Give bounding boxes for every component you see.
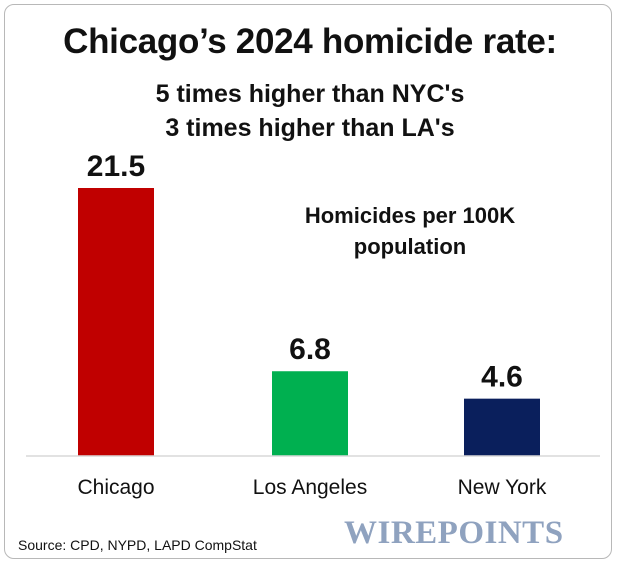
category-label-los-angeles: Los Angeles [253, 476, 367, 499]
bar-chart: 21.5 Chicago 6.8 Los Angeles 4.6 New York [26, 150, 600, 499]
chart-title: Chicago’s 2024 homicide rate: [63, 22, 557, 61]
subtitle-line-2: 3 times higher than LA's [165, 114, 455, 142]
data-label-chicago: 21.5 [87, 150, 145, 183]
bar-new-york [464, 398, 540, 456]
category-label-chicago: Chicago [77, 476, 154, 499]
subtitle-line-1: 5 times higher than NYC's [155, 80, 465, 108]
unit-label-line-2: population [353, 234, 467, 259]
category-label-new-york: New York [458, 476, 547, 499]
data-label-new-york: 4.6 [481, 361, 523, 394]
source-note: Source: CPD, NYPD, LAPD CompStat [18, 537, 257, 553]
labels-group: 21.5 Chicago 6.8 Los Angeles 4.6 New York [77, 150, 546, 499]
unit-label: Homicides per 100K population [290, 200, 530, 262]
bars-group [78, 188, 540, 456]
bar-los-angeles [272, 371, 348, 456]
unit-label-line-1: Homicides per 100K [304, 203, 516, 228]
bar-chicago [78, 188, 154, 456]
data-label-los-angeles: 6.8 [289, 333, 331, 366]
wirepoints-logo: WIREPOINTS [344, 515, 564, 551]
